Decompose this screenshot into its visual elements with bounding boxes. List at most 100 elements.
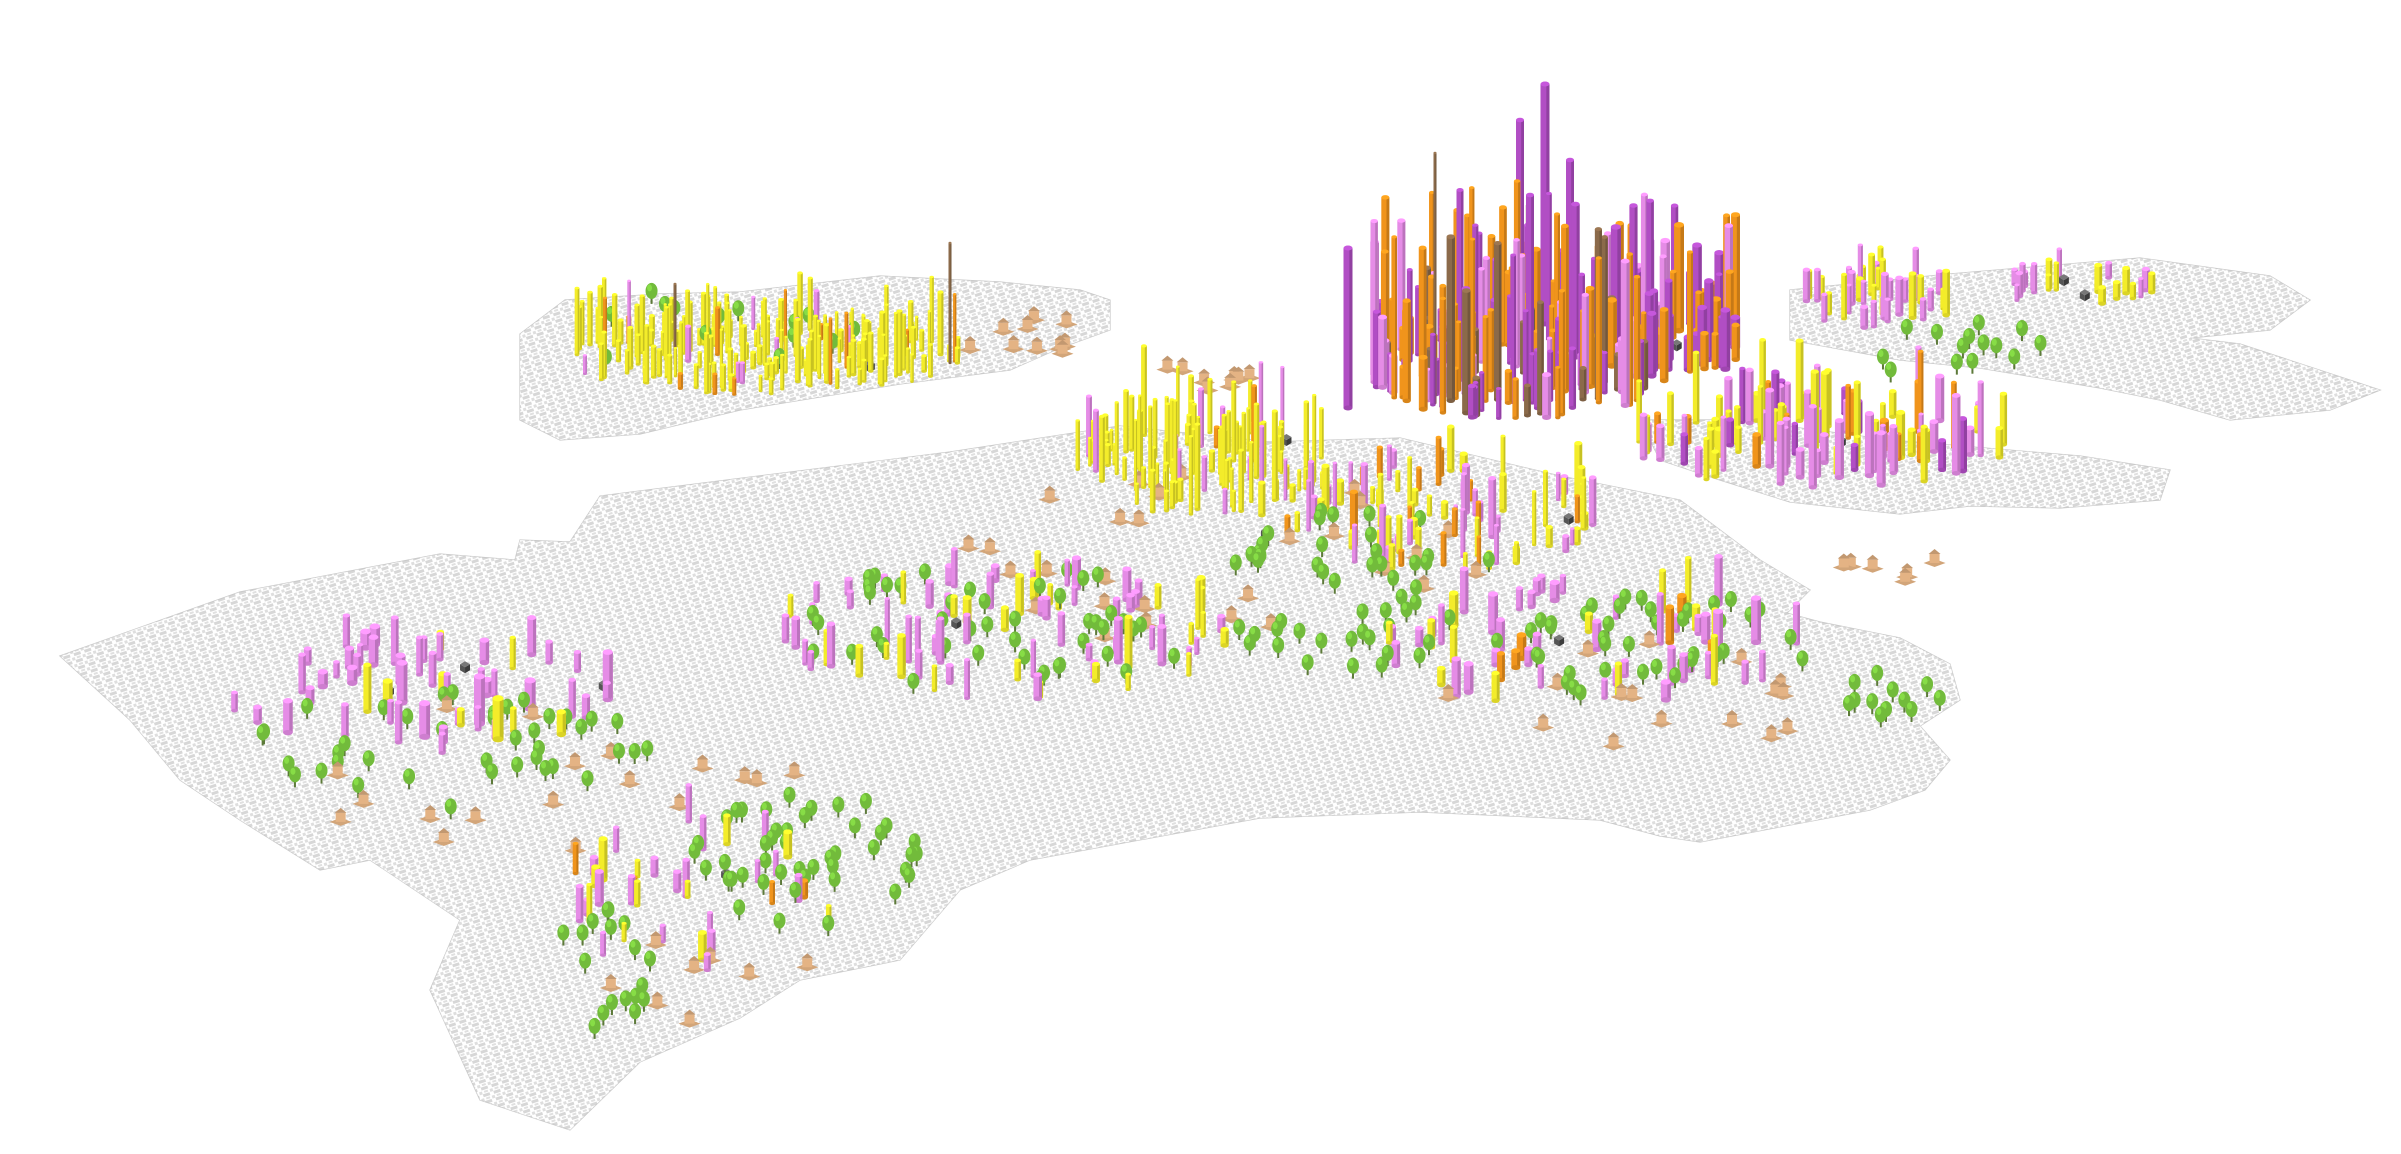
- pink-building-column: [1720, 415, 1727, 472]
- yellow-building-column: [902, 313, 906, 371]
- pink-building-column: [436, 631, 444, 662]
- tree-icon: [972, 644, 985, 666]
- yellow-building-column: [1297, 468, 1302, 492]
- hut-icon: [738, 962, 761, 981]
- orange-building-column: [572, 841, 579, 876]
- yellow-building-column: [1163, 489, 1170, 513]
- pink-building-column: [333, 660, 340, 679]
- hut-icon: [1532, 713, 1555, 732]
- hut-icon: [1861, 554, 1884, 573]
- pink-building-column: [613, 825, 620, 853]
- station-cube-icon: [2058, 274, 2069, 287]
- tree-icon: [1635, 589, 1648, 611]
- tree-icon: [1534, 612, 1547, 634]
- yellow-building-column: [1441, 499, 1449, 520]
- yellow-building-column: [750, 350, 757, 370]
- tree-icon: [1052, 657, 1065, 679]
- yellow-building-column: [648, 328, 654, 347]
- yellow-building-column: [2098, 285, 2106, 306]
- yellow-building-column: [1188, 434, 1194, 516]
- yellow-building-column: [1169, 480, 1175, 510]
- orange-building-column: [1402, 298, 1411, 404]
- pink-building-column: [1556, 471, 1561, 502]
- tree-icon: [718, 853, 731, 875]
- yellow-building-column: [1581, 476, 1587, 531]
- tree-icon: [1366, 556, 1379, 578]
- tree-icon: [1650, 658, 1663, 680]
- pink-building-column: [303, 646, 312, 666]
- pink-building-column: [1795, 447, 1805, 480]
- tree-icon: [688, 842, 701, 864]
- tree-icon: [446, 684, 459, 706]
- station-cube-icon: [2079, 289, 2090, 302]
- purple-building-column: [1568, 346, 1577, 410]
- pink-building-column: [1537, 663, 1544, 689]
- yellow-building-column: [679, 321, 683, 381]
- tree-icon: [543, 708, 556, 730]
- tree-icon: [643, 950, 656, 972]
- tree-icon: [518, 691, 531, 713]
- tree-icon: [1966, 352, 1979, 374]
- pink-building-column: [1639, 412, 1648, 461]
- pink-building-column: [594, 869, 604, 907]
- street-fill: [60, 426, 1960, 1130]
- yellow-building-column: [1015, 572, 1024, 617]
- yellow-building-column: [2045, 273, 2052, 292]
- pink-building-column: [1765, 387, 1775, 469]
- pink-building-column: [1494, 523, 1499, 566]
- yellow-building-column: [1138, 394, 1142, 483]
- pink-building-column: [2031, 262, 2038, 295]
- yellow-building-column: [1395, 469, 1401, 493]
- street-network: [60, 258, 2380, 1130]
- yellow-building-column: [1149, 468, 1156, 514]
- hut-icon: [978, 537, 1001, 556]
- tree-icon: [918, 563, 931, 585]
- hut-icon: [564, 752, 587, 771]
- yellow-building-column: [824, 323, 830, 384]
- yellow-building-column: [1543, 469, 1548, 527]
- pink-building-column: [545, 639, 553, 665]
- tree-icon: [1243, 634, 1256, 656]
- tree-icon: [509, 729, 522, 751]
- tree-icon: [362, 750, 375, 772]
- tree-icon: [812, 614, 825, 636]
- yellow-building-column: [807, 337, 813, 388]
- pink-building-column: [474, 705, 482, 732]
- yellow-building-column: [1092, 661, 1100, 684]
- hut-icon: [1465, 560, 1488, 579]
- brown-building-column: [948, 241, 952, 365]
- pink-building-column: [253, 704, 262, 725]
- tree-icon: [981, 616, 994, 638]
- yellow-building-column: [2053, 261, 2059, 292]
- purple-building-column: [1938, 438, 1947, 473]
- hut-icon: [542, 790, 565, 809]
- yellow-building-column: [1220, 627, 1229, 648]
- pink-building-column: [1438, 603, 1445, 646]
- yellow-building-column: [768, 377, 774, 396]
- yellow-building-column: [766, 320, 770, 356]
- tree-icon: [1293, 622, 1306, 644]
- pink-building-column: [945, 663, 954, 686]
- tree-icon: [619, 990, 632, 1012]
- pink-building-column: [438, 731, 446, 755]
- orange-building-column: [1687, 250, 1693, 374]
- tree-icon: [581, 770, 594, 792]
- yellow-building-column: [1208, 449, 1215, 473]
- pink-building-column: [1542, 372, 1552, 420]
- orange-building-column: [1451, 507, 1458, 538]
- pink-building-column: [347, 664, 358, 687]
- pink-building-column: [1951, 393, 1961, 476]
- orange-building-column: [1700, 330, 1709, 372]
- yellow-building-column: [1125, 672, 1131, 692]
- yellow-building-column: [1224, 458, 1229, 490]
- purple-building-column: [1496, 386, 1502, 420]
- pink-building-column: [751, 295, 756, 331]
- hut-icon: [646, 991, 669, 1010]
- tree-icon: [588, 1017, 601, 1039]
- pink-building-column: [582, 354, 587, 376]
- yellow-building-column: [587, 290, 593, 347]
- tree-icon: [486, 763, 499, 785]
- hut-icon: [1322, 522, 1345, 541]
- hut-icon: [1278, 527, 1301, 546]
- yellow-building-column: [509, 635, 516, 671]
